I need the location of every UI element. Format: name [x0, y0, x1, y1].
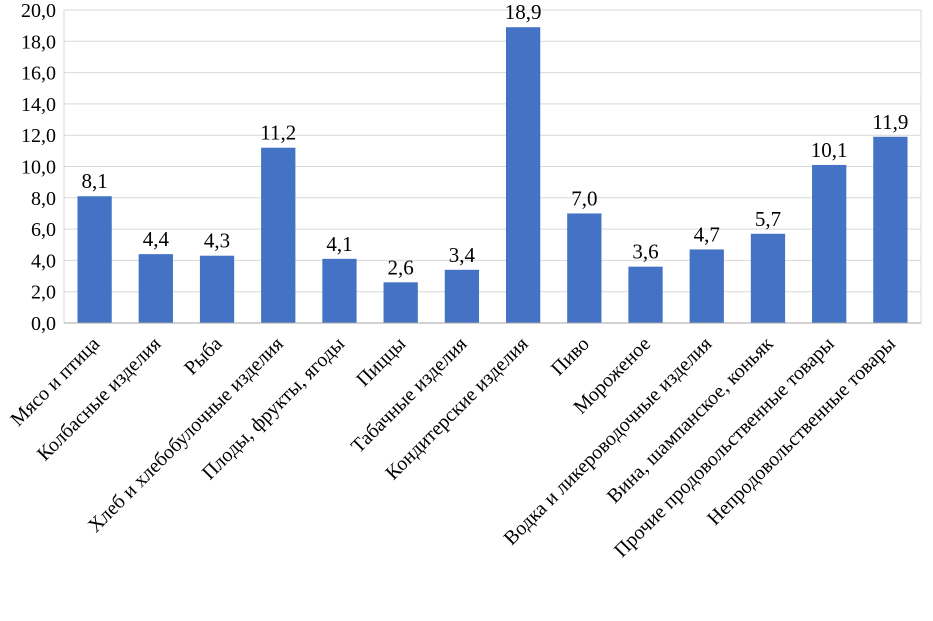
- gridlines: [63, 9, 922, 324]
- bar-value-label: 11,2: [260, 121, 296, 145]
- category-label: Рыба: [180, 333, 226, 379]
- bar: [444, 269, 480, 323]
- bar-value-label: 18,9: [505, 0, 542, 24]
- y-tick-label: 12,0: [21, 125, 56, 147]
- bar-value-label: 3,4: [449, 243, 476, 267]
- bar: [628, 266, 663, 323]
- data-labels: 8,1 4,4 4,3 11,2 4,1 2,6 3,4 18,9 7,0 3,6 4,7 5,7 10…: [81, 0, 908, 279]
- bar: [322, 258, 357, 323]
- y-tick-label: 6,0: [31, 219, 56, 241]
- bar: [567, 213, 602, 323]
- y-tick-label: 0,0: [31, 313, 56, 335]
- bar: [873, 136, 908, 323]
- bar-value-label: 7,0: [571, 186, 597, 210]
- bar-value-label: 4,3: [204, 229, 230, 253]
- bar: [138, 254, 173, 323]
- y-tick-label: 10,0: [21, 157, 56, 179]
- bar: [199, 255, 235, 323]
- bar: [689, 249, 724, 323]
- y-tick-label: 8,0: [31, 188, 56, 210]
- bar: [750, 233, 786, 323]
- bar-value-label: 4,1: [326, 232, 352, 256]
- y-tick-label: 20,0: [21, 0, 56, 22]
- bar: [77, 196, 112, 323]
- bar-value-label: 4,4: [143, 227, 170, 251]
- bars: [77, 27, 908, 324]
- bar: [261, 147, 296, 323]
- category-label: Прочие продовольственные товары: [610, 333, 839, 562]
- bar-value-label: 8,1: [81, 169, 107, 193]
- y-tick-label: 16,0: [21, 63, 56, 85]
- bar-value-label: 3,6: [632, 240, 658, 264]
- y-tick-labels: 0,0 2,0 4,0 6,0 8,0 10,0 12,0 14,0 16,0 18,0 20,0: [21, 0, 56, 335]
- bar-value-label: 2,6: [388, 255, 414, 279]
- bar-value-label: 4,7: [694, 222, 720, 246]
- y-tick-label: 14,0: [21, 94, 56, 116]
- y-tick-label: 4,0: [31, 250, 56, 272]
- bar: [812, 164, 847, 323]
- category-label: Пиво: [547, 333, 594, 380]
- bar-value-label: 10,1: [811, 138, 848, 162]
- bar-value-label: 5,7: [755, 207, 781, 231]
- bar: [383, 282, 418, 323]
- category-label: Пиццы: [352, 333, 410, 391]
- bar: [505, 27, 541, 324]
- y-tick-label: 2,0: [31, 282, 56, 304]
- y-tick-label: 18,0: [21, 31, 56, 53]
- category-label: Табачные изделия: [347, 333, 472, 458]
- bar-value-label: 11,9: [872, 110, 908, 134]
